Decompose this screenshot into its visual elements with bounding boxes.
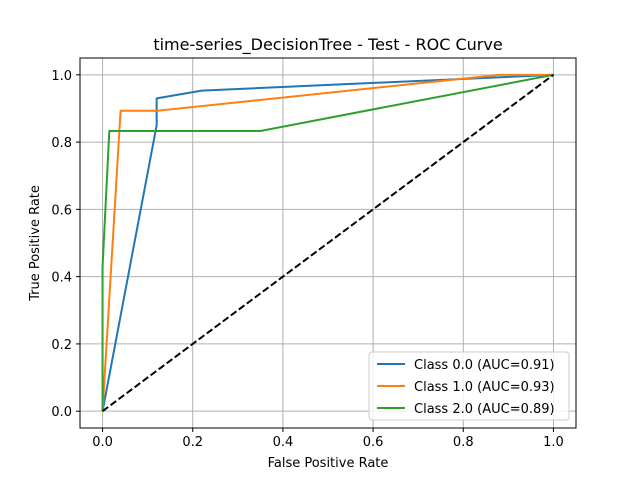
x-tick-label: 1.0 bbox=[543, 435, 564, 450]
grid bbox=[80, 58, 576, 428]
y-tick-label: 0.2 bbox=[51, 338, 72, 353]
x-tick-label: 0.2 bbox=[182, 435, 203, 450]
legend-box bbox=[368, 351, 570, 421]
y-tick-label: 0.6 bbox=[51, 203, 72, 218]
y-axis-ticks: 0.0 0.2 0.4 0.6 0.8 1.0 bbox=[51, 69, 80, 420]
x-tick-label: 0.8 bbox=[453, 435, 474, 450]
y-tick-label: 1.0 bbox=[51, 69, 72, 84]
x-tick-label: 0.4 bbox=[273, 435, 294, 450]
x-axis-ticks: 0.0 0.2 0.4 0.6 0.8 1.0 bbox=[92, 428, 564, 450]
series-line-class-0 bbox=[101, 73, 554, 412]
y-tick-label: 0.8 bbox=[51, 136, 72, 151]
legend-entry-label: Class 0.0 (AUC=0.91) bbox=[414, 358, 555, 373]
plot-frame bbox=[79, 57, 577, 429]
chance-diagonal-line bbox=[101, 74, 555, 412]
legend-entry-label: Class 1.0 (AUC=0.93) bbox=[414, 380, 555, 395]
legend: Class 0.0 (AUC=0.91) Class 1.0 (AUC=0.93)… bbox=[368, 351, 570, 421]
legend-entry-label: Class 2.0 (AUC=0.89) bbox=[414, 402, 555, 417]
x-tick-label: 0.6 bbox=[363, 435, 384, 450]
y-tick-label: 0.4 bbox=[51, 271, 72, 286]
y-axis-label: True Positive Rate bbox=[28, 185, 43, 302]
plot-lines bbox=[101, 73, 555, 412]
chart-title: time-series_DecisionTree - Test - ROC Cu… bbox=[153, 35, 502, 55]
y-tick-label: 0.0 bbox=[51, 405, 72, 420]
x-axis-label: False Positive Rate bbox=[268, 456, 389, 471]
series-line-class-1 bbox=[101, 73, 554, 412]
series-line-class-2 bbox=[101, 73, 554, 412]
x-tick-label: 0.0 bbox=[92, 435, 113, 450]
